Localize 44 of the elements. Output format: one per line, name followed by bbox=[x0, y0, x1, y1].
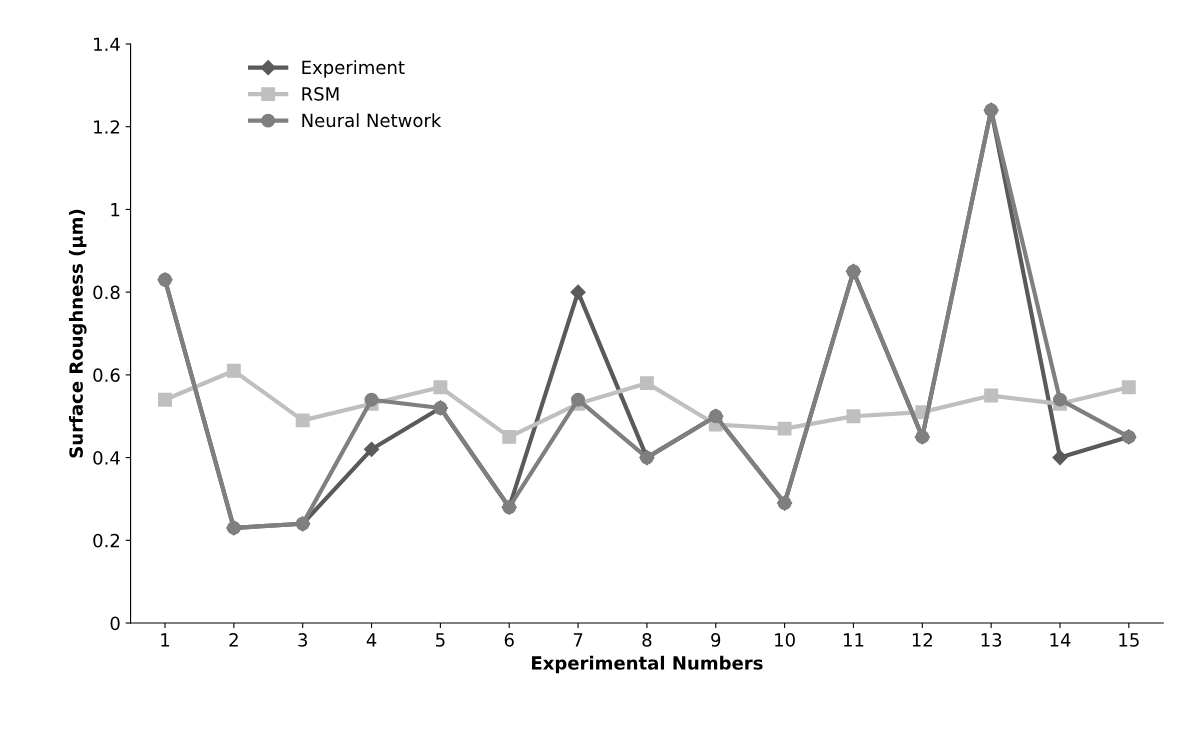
x-tick-label: 11 bbox=[843, 633, 864, 647]
point bbox=[571, 392, 586, 407]
x-axis-title: Experimental Numbers bbox=[532, 655, 763, 674]
y-tick-label: 0.4 bbox=[93, 451, 120, 465]
x-tick-label: 8 bbox=[642, 633, 652, 647]
point bbox=[433, 380, 448, 395]
point bbox=[502, 429, 517, 444]
x-tick-label: 5 bbox=[436, 633, 445, 647]
x-tick-label: 1 bbox=[161, 633, 170, 647]
y-tick-label: 1.2 bbox=[94, 120, 120, 134]
y-axis-title: Surface Roughness (µm) bbox=[68, 209, 87, 458]
x-tick-label: 14 bbox=[1050, 633, 1071, 647]
point bbox=[1121, 380, 1136, 395]
x-tick-label: 15 bbox=[1119, 633, 1139, 647]
x-tick-label: 7 bbox=[573, 633, 583, 647]
y-tick-label: 0.6 bbox=[93, 368, 120, 382]
point bbox=[226, 363, 241, 378]
x-tick-label: 6 bbox=[504, 633, 514, 647]
point bbox=[1052, 450, 1068, 466]
point bbox=[984, 388, 999, 403]
x-tick-label: 13 bbox=[981, 633, 1002, 647]
x-tick-label: 9 bbox=[711, 633, 721, 647]
point bbox=[1053, 392, 1067, 407]
legend-label: Experiment bbox=[302, 60, 405, 78]
y-tick-label: 1 bbox=[111, 203, 120, 217]
point bbox=[639, 376, 654, 391]
y-tick-label: 0.8 bbox=[93, 285, 120, 300]
point bbox=[570, 284, 586, 300]
x-tick-label: 12 bbox=[912, 633, 932, 647]
point bbox=[777, 421, 792, 436]
x-tick-label: 3 bbox=[298, 633, 307, 647]
y-tick-label: 1.4 bbox=[94, 37, 120, 51]
y-tick-label: 0.2 bbox=[93, 533, 120, 548]
legend-label: Neural Network bbox=[302, 113, 442, 128]
x-tick-label: 4 bbox=[366, 633, 377, 647]
x-tick-label: 10 bbox=[775, 633, 795, 647]
x-tick-label: 2 bbox=[229, 633, 238, 647]
point bbox=[295, 413, 310, 428]
y-tick-label: 0 bbox=[110, 616, 120, 631]
point bbox=[158, 392, 172, 407]
point bbox=[363, 441, 380, 457]
point bbox=[364, 392, 379, 407]
legend-label: RSM bbox=[302, 87, 339, 101]
point bbox=[846, 409, 861, 424]
